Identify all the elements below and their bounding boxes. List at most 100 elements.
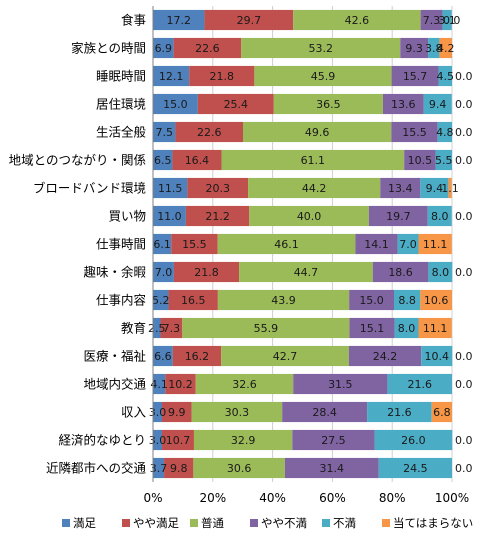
bar-segment: [293, 373, 388, 395]
data-label: 11.1: [423, 238, 448, 251]
data-label: 9.4: [429, 98, 447, 111]
bar-segment: [153, 9, 205, 31]
data-label: 21.8: [194, 266, 219, 279]
data-label: 40.0: [297, 210, 322, 223]
data-label: 0.0: [455, 154, 473, 167]
bar-segment: [348, 345, 422, 367]
data-label: 13.6: [391, 98, 416, 111]
data-label: 0.0: [455, 126, 473, 139]
data-label: 15.5: [182, 238, 207, 251]
bar-segment: [439, 37, 452, 59]
bar-segment: [427, 205, 452, 227]
data-label: 8.8: [398, 294, 416, 307]
data-label: 21.2: [205, 210, 230, 223]
data-label: 32.9: [231, 434, 256, 447]
legend-swatch: [62, 519, 70, 527]
category-label: 医療・福祉: [83, 349, 146, 364]
bar-segment: [193, 457, 285, 479]
bar-segment: [382, 93, 424, 115]
category-label: 買い物: [108, 209, 146, 224]
legend-swatch: [190, 519, 198, 527]
bar-segment: [442, 9, 452, 31]
data-label: 14.1: [364, 238, 389, 251]
bar-segment: [153, 317, 161, 339]
bar-segment: [173, 37, 242, 59]
bar-segment: [349, 289, 394, 311]
data-label: 6.9: [155, 42, 173, 55]
x-axis: 0% 20% 40% 60% 80% 100%: [143, 6, 469, 505]
bar-segment: [394, 317, 419, 339]
bar-segment: [420, 177, 449, 199]
data-label: 8.0: [398, 322, 416, 335]
data-label: 7.5: [155, 126, 173, 139]
data-label: 6.1: [153, 238, 171, 251]
bar-segment: [168, 289, 218, 311]
bar-segment: [437, 121, 452, 143]
data-label: 15.1: [360, 322, 385, 335]
data-label: 21.8: [210, 70, 235, 83]
bar-segment: [153, 373, 166, 395]
bar-segment: [153, 233, 172, 255]
data-label: 0.0: [455, 70, 473, 83]
bar-segment: [153, 261, 174, 283]
data-label: 22.6: [195, 42, 220, 55]
bar-segment: [153, 37, 174, 59]
legend-swatch: [122, 519, 130, 527]
data-label: 13.4: [388, 182, 413, 195]
data-label: 9.8: [170, 462, 188, 475]
data-label: 7.3: [423, 14, 441, 27]
bar-segment: [160, 317, 183, 339]
data-label: 26.0: [401, 434, 426, 447]
data-label: 30.3: [225, 406, 250, 419]
data-label: 42.7: [273, 350, 298, 363]
data-label: 7.3: [163, 322, 181, 335]
bar-segment: [248, 177, 381, 199]
category-label: ブロードバンド環境: [33, 181, 146, 196]
bar-segment: [374, 429, 453, 451]
bar-segment: [400, 37, 429, 59]
bar-segment: [418, 317, 452, 339]
data-label: 28.4: [312, 406, 337, 419]
bar-segment: [378, 457, 452, 479]
bar-segment: [423, 93, 452, 115]
bar-segment: [421, 345, 453, 367]
data-label: 24.2: [373, 350, 398, 363]
data-label: 9.4: [426, 182, 444, 195]
bars: [153, 9, 453, 479]
data-label: 27.5: [321, 434, 346, 447]
legend-label: やや不満: [261, 516, 307, 530]
bar-segment: [438, 65, 452, 87]
bar-segment: [428, 37, 440, 59]
legend-label: 当てはまらない: [393, 516, 473, 530]
data-label: 18.6: [388, 266, 413, 279]
bar-segment: [448, 177, 452, 199]
bar-segment: [249, 205, 369, 227]
data-label: 10.6: [424, 294, 449, 307]
data-label: 42.6: [345, 14, 370, 27]
bar-segment: [367, 401, 432, 423]
bar-segment: [221, 345, 349, 367]
data-label: 61.1: [301, 154, 326, 167]
bar-segment: [153, 205, 186, 227]
bar-segment: [153, 457, 165, 479]
legend-swatch: [382, 519, 390, 527]
bar-segment: [254, 65, 392, 87]
bar-segment: [221, 149, 405, 171]
category-label: 地域とのつながり・関係: [9, 153, 146, 168]
data-label: 2.5: [148, 322, 166, 335]
legend-label: 満足: [73, 516, 96, 530]
x-tick-label: 80%: [379, 491, 406, 505]
bar-segment: [217, 289, 350, 311]
data-label: 16.2: [185, 350, 210, 363]
category-labels: 食事家族との時間睡眠時間居住環境生活全般地域とのつながり・関係ブロードバンド環境…: [9, 13, 147, 476]
data-label: 5.2: [152, 294, 170, 307]
bar-segment: [153, 121, 176, 143]
data-label: 10.7: [166, 434, 191, 447]
data-label: 4.2: [437, 42, 455, 55]
legend-label: 不満: [333, 516, 356, 530]
data-label: 20.3: [205, 182, 230, 195]
data-label: 0.0: [455, 266, 473, 279]
bar-segment: [195, 373, 294, 395]
legend-swatch: [250, 519, 258, 527]
bar-segment: [404, 149, 436, 171]
